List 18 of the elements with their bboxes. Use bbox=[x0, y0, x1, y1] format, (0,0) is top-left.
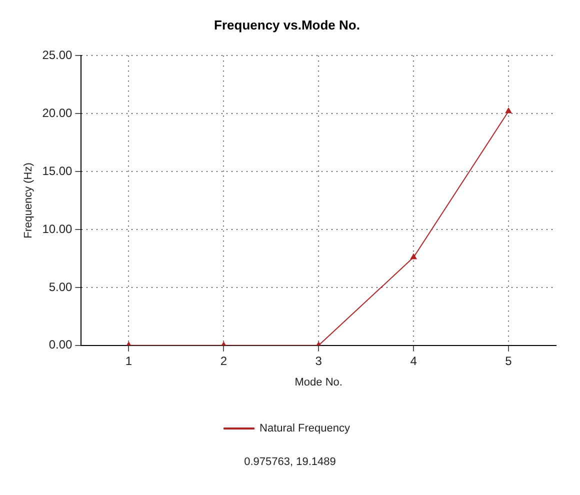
y-tick-label: 20.00 bbox=[42, 106, 73, 120]
x-tick-label: 1 bbox=[125, 354, 132, 368]
point bbox=[505, 108, 512, 114]
chart-title: Frequency vs.Mode No. bbox=[214, 17, 360, 32]
x-tick-label: 5 bbox=[505, 354, 512, 368]
y-tick-label: 25.00 bbox=[42, 48, 73, 62]
x-tick-label: 4 bbox=[410, 354, 418, 368]
x-axis-title: Mode No. bbox=[294, 376, 342, 388]
legend-label: Natural Frequency bbox=[260, 422, 350, 435]
y-tick-label: 10.00 bbox=[42, 222, 73, 236]
y-tick-label: 15.00 bbox=[42, 164, 73, 178]
y-tick-label: 0.00 bbox=[48, 338, 73, 352]
y-axis-title: Frequency (Hz) bbox=[22, 162, 35, 238]
x-tick-label: 3 bbox=[315, 354, 322, 368]
y-tick-label: 5.00 bbox=[48, 280, 73, 294]
text: 0.975763, 19.1489 bbox=[243, 456, 337, 468]
x-tick-label: 2 bbox=[220, 354, 228, 368]
point bbox=[410, 254, 417, 260]
